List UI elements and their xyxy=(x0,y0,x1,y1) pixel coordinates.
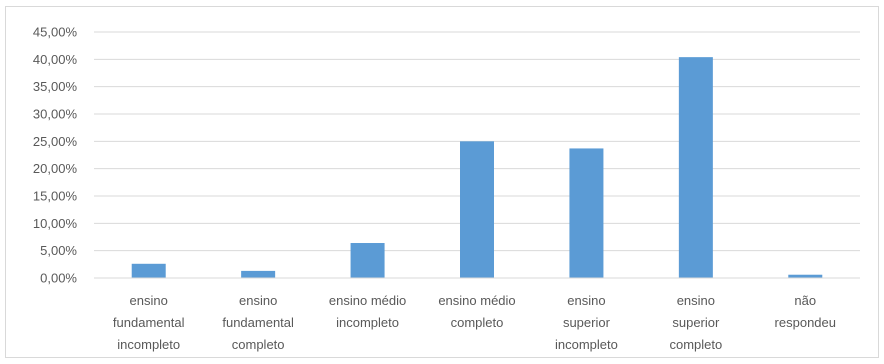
y-axis-tick-labels: 0,00% 5,00% 10,00% 15,00% 20,00% 25,00% 30,00%… xyxy=(33,25,78,286)
y-tick-label: 25,00% xyxy=(33,134,78,149)
x-category-label: ensino superior completo xyxy=(669,293,722,352)
y-tick-label: 35,00% xyxy=(33,79,78,94)
x-category-label-line: incompleto xyxy=(555,337,618,352)
x-category-label: ensino médio incompleto xyxy=(329,293,406,330)
y-tick-label: 45,00% xyxy=(33,25,78,40)
x-category-label-line: superior xyxy=(563,315,611,330)
bar xyxy=(788,274,823,278)
chart-frame xyxy=(5,6,879,358)
y-tick-label: 30,00% xyxy=(33,107,78,122)
x-category-label: não respondeu xyxy=(775,293,836,330)
x-category-label-line: superior xyxy=(672,315,720,330)
bar xyxy=(678,57,713,278)
y-tick-label: 10,00% xyxy=(33,216,78,231)
x-category-label-line: fundamental xyxy=(222,315,294,330)
x-category-label-line: ensino médio xyxy=(329,293,406,308)
x-category-label-line: ensino xyxy=(567,293,605,308)
y-tick-label: 5,00% xyxy=(40,243,77,258)
y-tick-label: 15,00% xyxy=(33,189,78,204)
y-tick-label: 0,00% xyxy=(40,271,77,286)
x-category-label-line: completo xyxy=(669,337,722,352)
x-category-label: ensino médio completo xyxy=(438,293,515,330)
bar xyxy=(460,141,494,278)
x-category-label-line: respondeu xyxy=(775,315,836,330)
x-category-label-line: completo xyxy=(232,337,285,352)
x-category-label-line: incompleto xyxy=(336,315,399,330)
x-axis-category-labels: ensino fundamental incompleto ensino fundame… xyxy=(113,293,836,352)
x-category-label: ensino superior incompleto xyxy=(555,293,618,352)
x-category-label-line: incompleto xyxy=(117,337,180,352)
x-category-label-line: ensino médio xyxy=(438,293,515,308)
bar xyxy=(131,263,166,278)
y-tick-label: 40,00% xyxy=(33,52,78,67)
x-category-label-line: ensino xyxy=(677,293,715,308)
bars xyxy=(131,57,823,278)
y-tick-label: 20,00% xyxy=(33,161,78,176)
x-category-label: ensino fundamental incompleto xyxy=(113,293,185,352)
x-category-label-line: ensino xyxy=(130,293,168,308)
bar xyxy=(350,243,385,278)
bar xyxy=(569,148,604,278)
x-category-label-line: ensino xyxy=(239,293,277,308)
x-category-label-line: fundamental xyxy=(113,315,185,330)
bar xyxy=(241,270,276,278)
x-category-label-line: não xyxy=(794,293,816,308)
x-category-label-line: completo xyxy=(451,315,504,330)
x-category-label: ensino fundamental completo xyxy=(222,293,294,352)
gridlines xyxy=(94,31,860,252)
